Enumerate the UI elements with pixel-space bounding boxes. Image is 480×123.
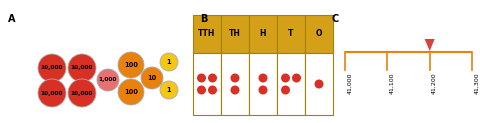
Ellipse shape	[160, 81, 178, 99]
Text: C: C	[332, 14, 339, 24]
Text: 100: 100	[124, 62, 138, 68]
Ellipse shape	[38, 79, 66, 107]
Text: H: H	[260, 30, 266, 38]
Text: 1: 1	[167, 87, 171, 93]
Ellipse shape	[141, 67, 163, 89]
Ellipse shape	[160, 53, 178, 71]
Ellipse shape	[314, 79, 324, 89]
Text: 1,000: 1,000	[99, 77, 117, 83]
Text: T: T	[288, 30, 294, 38]
Ellipse shape	[259, 85, 267, 94]
Ellipse shape	[118, 79, 144, 105]
Text: 41,300: 41,300	[474, 72, 479, 94]
Text: 41,200: 41,200	[432, 72, 437, 94]
Text: 10,000: 10,000	[71, 66, 93, 70]
Bar	[221, 53, 249, 115]
Ellipse shape	[208, 85, 217, 94]
Text: 41,000: 41,000	[347, 72, 352, 93]
Bar	[305, 15, 333, 53]
Text: 10,000: 10,000	[71, 91, 93, 95]
Ellipse shape	[118, 52, 144, 78]
Bar	[277, 15, 305, 53]
Ellipse shape	[230, 85, 240, 94]
Text: 100: 100	[124, 89, 138, 95]
Bar	[221, 15, 249, 53]
Text: 41,100: 41,100	[389, 72, 395, 93]
Bar	[249, 15, 277, 53]
Text: A: A	[8, 14, 15, 24]
Ellipse shape	[259, 74, 267, 83]
Bar	[305, 53, 333, 115]
Ellipse shape	[38, 54, 66, 82]
Ellipse shape	[97, 69, 119, 91]
Bar	[193, 15, 221, 53]
Ellipse shape	[197, 74, 206, 83]
Text: TTH: TTH	[198, 30, 216, 38]
Ellipse shape	[208, 74, 217, 83]
Text: 1: 1	[167, 59, 171, 65]
Text: 10,000: 10,000	[41, 66, 63, 70]
Ellipse shape	[281, 74, 290, 83]
Text: 10,000: 10,000	[41, 91, 63, 95]
Text: B: B	[200, 14, 207, 24]
Text: TH: TH	[229, 30, 241, 38]
Polygon shape	[425, 39, 435, 51]
Ellipse shape	[281, 85, 290, 94]
Ellipse shape	[292, 74, 301, 83]
Ellipse shape	[68, 54, 96, 82]
Bar	[277, 53, 305, 115]
Ellipse shape	[68, 79, 96, 107]
Ellipse shape	[230, 74, 240, 83]
Text: O: O	[316, 30, 322, 38]
Bar	[249, 53, 277, 115]
Bar	[193, 53, 221, 115]
Text: 10: 10	[147, 75, 156, 81]
Ellipse shape	[197, 85, 206, 94]
